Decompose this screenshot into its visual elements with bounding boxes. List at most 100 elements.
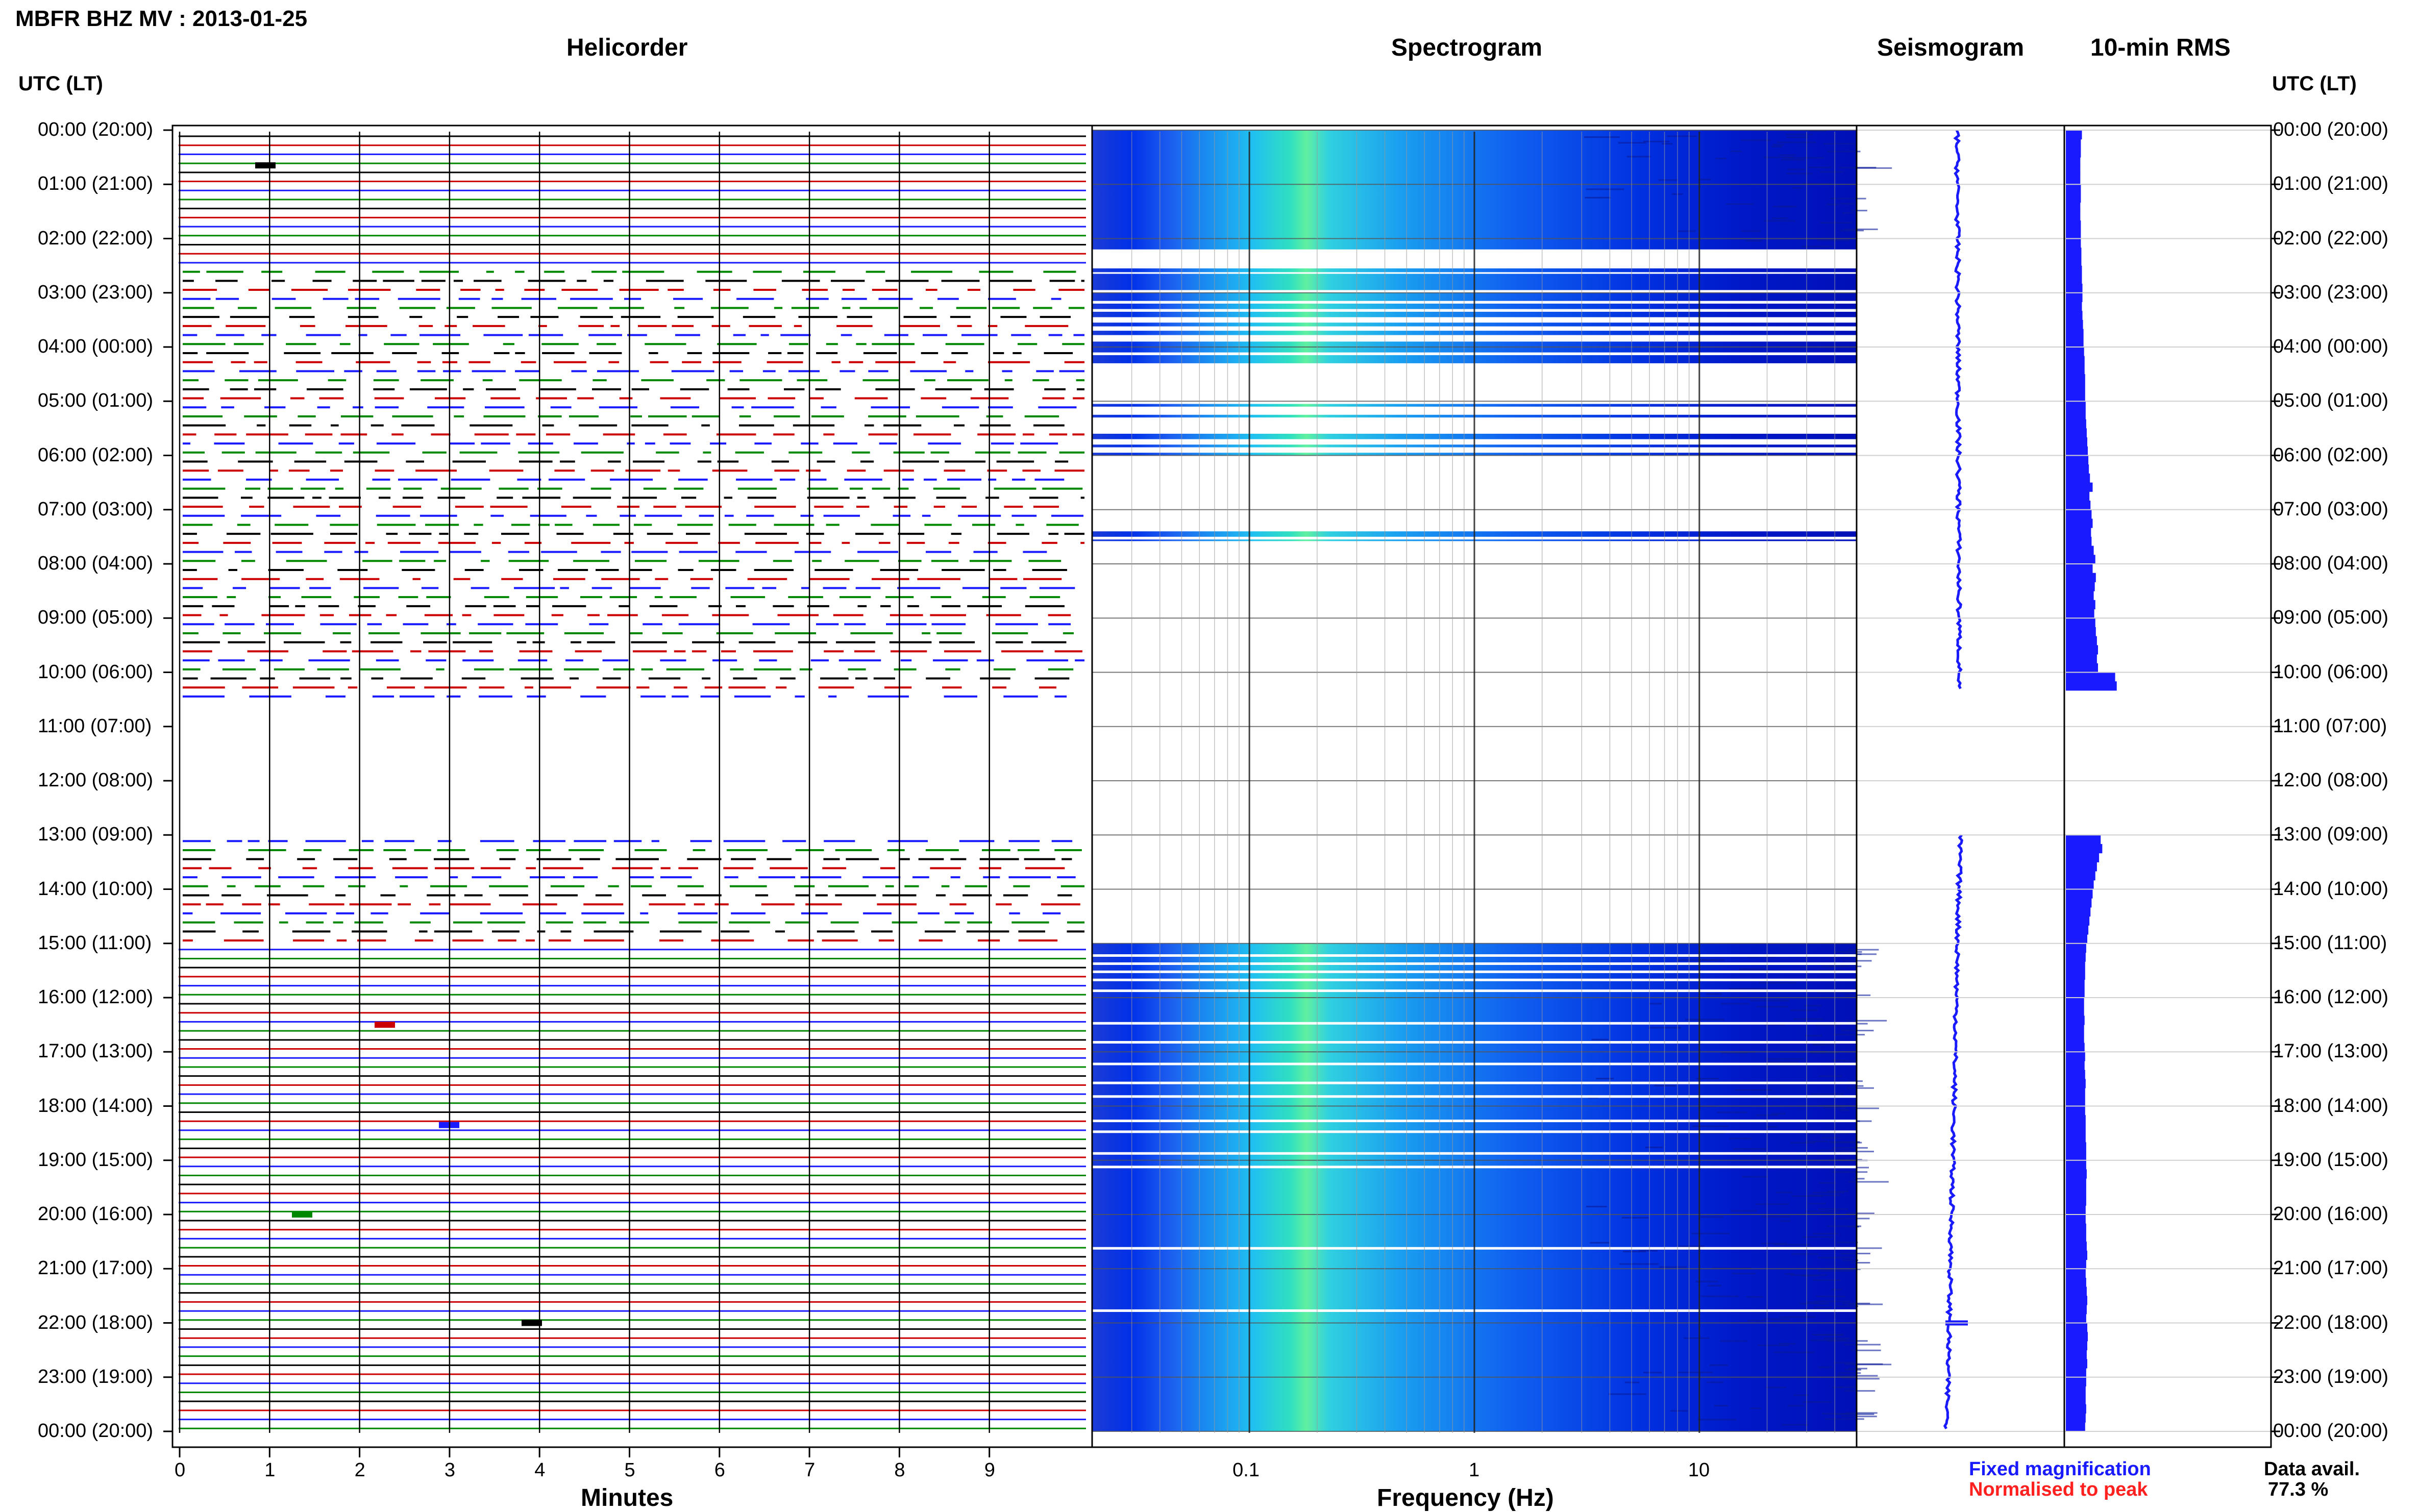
rms-bar — [2066, 555, 2095, 564]
spectrogram-speckle — [1850, 1349, 1881, 1351]
spectrogram-speckle — [1623, 1251, 1646, 1253]
rms-bar — [2066, 998, 2084, 1007]
spectrogram-speckle — [1852, 1085, 1864, 1087]
spectrogram-speckle — [1843, 1060, 1856, 1062]
rms-bar — [2066, 988, 2085, 998]
rms-bar — [2066, 1088, 2085, 1098]
spectrogram-speckle — [1834, 1034, 1865, 1036]
spectrogram-speckle — [1818, 1182, 1837, 1184]
rms-bar — [2066, 509, 2092, 519]
rms-bar — [2066, 202, 2081, 212]
hour-label-right: 04:00 (00:00) — [2273, 336, 2389, 357]
rms-bar — [2066, 1232, 2086, 1242]
spectrogram-speckle — [1846, 1087, 1874, 1089]
spectrogram-speckle — [1831, 1288, 1842, 1291]
spectrogram-speckle — [1812, 1192, 1844, 1194]
spectrogram-speckle — [1845, 1412, 1878, 1414]
spectrogram-speckle — [1841, 1030, 1874, 1032]
rms-bar — [2066, 1269, 2086, 1278]
rms-bar — [2066, 365, 2085, 375]
hour-label-right: 03:00 (23:00) — [2273, 281, 2389, 303]
spectrogram-speckle — [1740, 139, 1771, 141]
spectrogram-speckle — [1764, 220, 1796, 222]
spectrogram-speckle — [1818, 1270, 1854, 1272]
rms-bar — [2066, 1422, 2085, 1432]
hour-label-right: 16:00 (12:00) — [2273, 986, 2389, 1008]
spectrogram-speckle — [1820, 171, 1843, 173]
spectrogram-speckle — [1591, 1038, 1609, 1040]
spectrogram-speckle — [1790, 1142, 1816, 1144]
spectrogram-speckle — [1836, 1305, 1859, 1307]
spectrogram-speckle — [1809, 1194, 1840, 1196]
rms-bar — [2066, 528, 2091, 537]
spectrogram-speckle — [1759, 982, 1796, 984]
spectrogram-speckle — [1763, 156, 1794, 158]
rms-bar — [2066, 437, 2087, 447]
rms-bar — [2066, 383, 2085, 393]
spectrogram-speckle — [1842, 1259, 1859, 1261]
spectrogram-speckle — [1812, 1233, 1838, 1235]
hour-label-left: 06:00 (02:00) — [38, 444, 154, 466]
hour-label-left: 00:00 (20:00) — [38, 119, 154, 140]
minute-tick-label: 9 — [984, 1459, 995, 1481]
hour-label-right: 22:00 (18:00) — [2273, 1311, 2389, 1333]
spectrogram-speckle — [1847, 1080, 1863, 1082]
rms-bar — [2066, 311, 2083, 320]
rms-bar — [2066, 148, 2081, 158]
rms-bar — [2066, 464, 2089, 474]
spectrogram-speckle — [1834, 1413, 1874, 1415]
spectrogram-speckle — [1739, 968, 1765, 970]
spectrogram-speckle — [1848, 1368, 1867, 1370]
rms-bar — [2066, 1404, 2086, 1414]
hour-label-left: 09:00 (05:00) — [38, 607, 154, 629]
spectrogram-speckle — [1833, 1218, 1870, 1220]
spectrogram-speckle — [1699, 1132, 1725, 1134]
spectrogram-speckle — [1791, 1253, 1819, 1255]
rms-bar — [2066, 916, 2090, 926]
spectrogram-speckle — [1810, 1093, 1844, 1095]
spectrogram-speckle — [1808, 1132, 1848, 1134]
rms-bar — [2066, 943, 2086, 953]
spectrogram-speckle — [1827, 1191, 1849, 1193]
spectrogram-speckle — [1837, 1242, 1858, 1244]
spectrogram-speckle — [1677, 230, 1696, 232]
spectrogram-speckle — [1771, 1112, 1786, 1114]
spectrogram-speckle — [1779, 1343, 1796, 1345]
spectrogram-speckle — [1679, 1245, 1705, 1247]
spectrogram-speckle — [1776, 1192, 1793, 1194]
rms-bar — [2066, 319, 2083, 330]
helicorder-event — [522, 1320, 542, 1326]
rms-bar — [2066, 844, 2103, 854]
spectrogram-speckle — [1731, 1210, 1758, 1212]
spectrogram-speckle — [1844, 953, 1862, 955]
rms-bar — [2066, 889, 2093, 899]
hour-label-left: 07:00 (03:00) — [38, 498, 154, 520]
rms-bar — [2066, 284, 2083, 293]
seismogram-frame — [1856, 125, 2065, 1448]
spectrogram-speckle — [1847, 1226, 1859, 1228]
spectrogram-speckle — [1707, 1381, 1724, 1383]
rms-bar — [2066, 1323, 2087, 1332]
spectrogram-speckle — [1834, 1361, 1854, 1364]
spectrogram-speckle — [1829, 1159, 1862, 1161]
spectrogram-speckle — [1763, 1318, 1790, 1320]
spectrogram-speckle — [1708, 1284, 1722, 1286]
spectrogram-speckle — [1852, 1107, 1879, 1109]
hour-label-left: 13:00 (09:00) — [38, 824, 154, 846]
spectrogram-speckle — [1792, 187, 1803, 189]
spectrogram-speckle — [1844, 1390, 1875, 1392]
spectrogram-speckle — [1801, 245, 1833, 247]
utc-left-header: UTC (LT) — [18, 72, 103, 95]
spectrogram-speckle — [1818, 1208, 1848, 1210]
hour-label-left: 20:00 (16:00) — [38, 1203, 154, 1225]
rms-bar — [2066, 835, 2101, 845]
rms-bar — [2066, 473, 2090, 483]
spectrogram-speckle — [1756, 1203, 1789, 1205]
spectrogram-speckle — [1832, 1059, 1846, 1061]
minute-tick-label: 6 — [714, 1459, 725, 1481]
spectrogram-speckle — [1729, 988, 1768, 990]
spectrogram-speckle — [1659, 1266, 1687, 1268]
spectrogram-speckle — [1838, 1386, 1855, 1388]
